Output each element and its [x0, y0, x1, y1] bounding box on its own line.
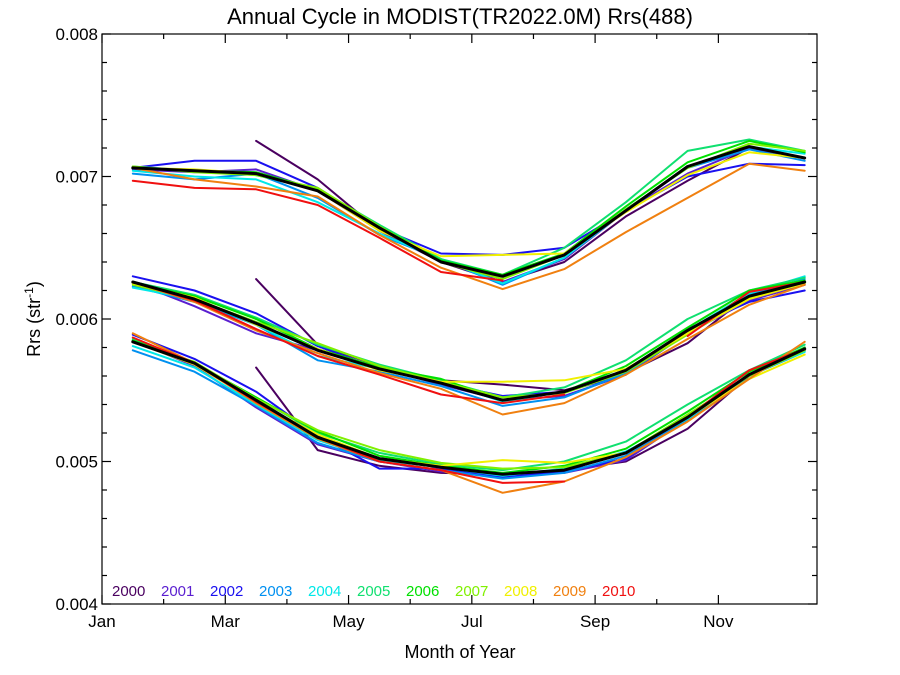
series-line-2009-lower: [131, 332, 806, 494]
series-line-2010-upper: [131, 179, 504, 282]
legend-label-2002: 2002: [210, 583, 243, 600]
y-axis-label-sup: -1: [22, 287, 36, 298]
series-line-2008-middle: [131, 282, 806, 383]
y-axis-label-close: ): [24, 281, 44, 287]
y-tick-label: 0.008: [55, 25, 98, 44]
legend: 2000 2001 2002 2003 2004 2005 2006 2007 2008 2009…: [112, 583, 635, 600]
legend-label-2010: 2010: [602, 583, 635, 600]
series-line-2000-middle: [255, 278, 806, 392]
x-tick-label: Sep: [580, 612, 610, 631]
x-axis-label: Month of Year: [404, 642, 515, 662]
legend-label-2008: 2008: [504, 583, 537, 600]
y-tick-label: 0.005: [55, 453, 98, 472]
series-line-2010-middle: [131, 281, 566, 405]
y-tick-label: 0.007: [55, 168, 98, 187]
legend-label-2005: 2005: [357, 583, 390, 600]
series-line-2002-middle: [131, 275, 806, 397]
x-tick-label: Mar: [211, 612, 241, 631]
mean-line-lower: [131, 340, 807, 476]
legend-label-2009: 2009: [553, 583, 586, 600]
series-line-2002-upper: [131, 159, 806, 256]
mean-line-upper: [131, 145, 807, 278]
axis-ticks: Jan Mar May Jul Sep Nov 0.004 0.005 0.006 0.007 0.…: [55, 25, 817, 631]
chart-title: Annual Cycle in MODIST(TR2022.0M) Rrs(48…: [227, 4, 693, 29]
x-tick-label: Jan: [88, 612, 115, 631]
legend-label-2007: 2007: [455, 583, 488, 600]
x-tick-label: Jul: [461, 612, 483, 631]
legend-label-2003: 2003: [259, 583, 292, 600]
legend-label-2004: 2004: [308, 583, 341, 600]
y-tick-label: 0.004: [55, 595, 98, 614]
x-tick-label: May: [332, 612, 365, 631]
x-tick-label: Nov: [703, 612, 734, 631]
y-axis-label: Rrs (str-1): [22, 281, 44, 357]
y-axis-label-main: Rrs (str: [24, 298, 44, 357]
series-lines: [131, 138, 807, 494]
series-line-2009-middle: [131, 281, 806, 416]
series-line-2009-upper: [131, 162, 806, 291]
legend-label-2006: 2006: [406, 583, 439, 600]
y-tick-label: 0.006: [55, 310, 98, 329]
mean-line-middle: [131, 280, 807, 402]
legend-label-2001: 2001: [161, 583, 194, 600]
legend-label-2000: 2000: [112, 583, 145, 600]
series-line-2000-lower: [255, 346, 806, 476]
series-line-2003-lower: [131, 349, 806, 480]
